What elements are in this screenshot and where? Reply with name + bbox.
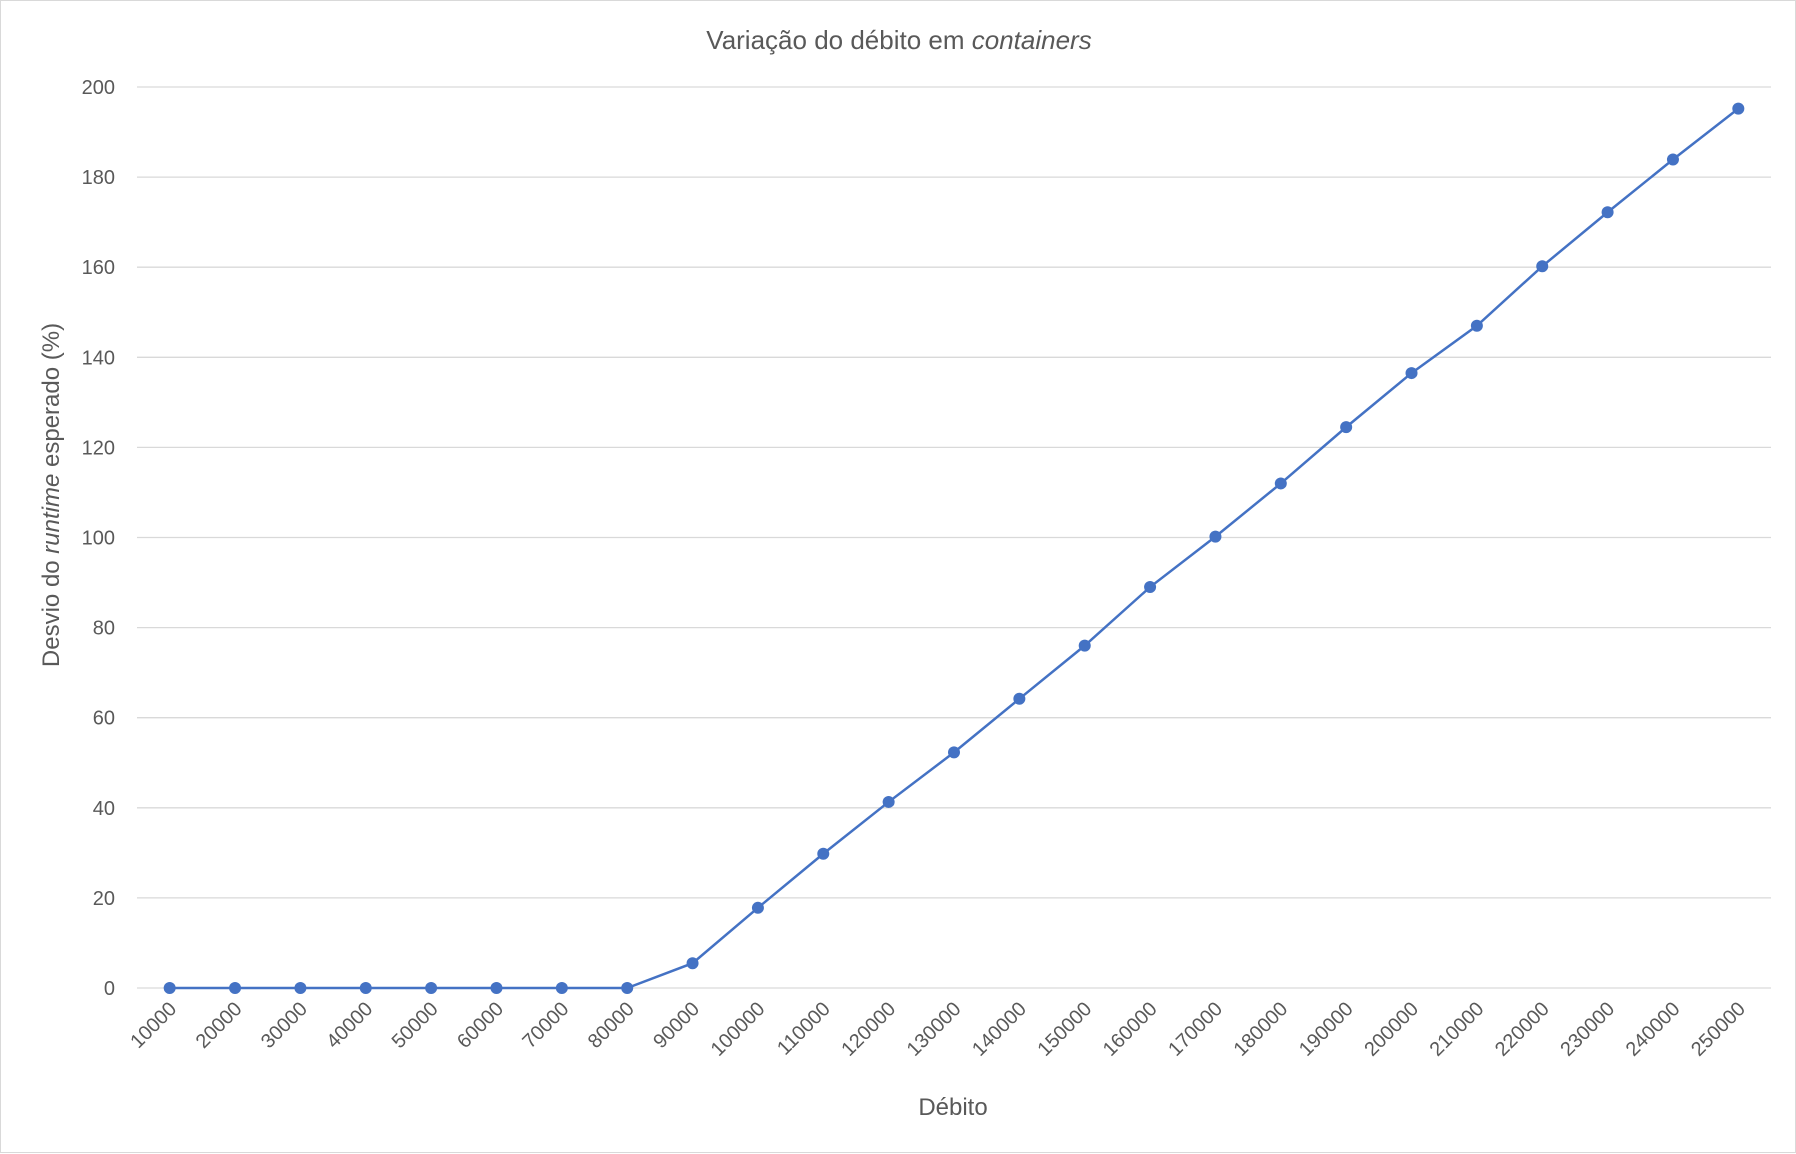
y-axis-title-italic: runtime <box>38 474 65 554</box>
x-tick-label: 250000 <box>1687 998 1750 1061</box>
y-tick-label: 40 <box>93 798 115 820</box>
x-tick-label: 160000 <box>1099 998 1162 1061</box>
x-tick-label: 80000 <box>584 998 639 1053</box>
y-tick-label: 0 <box>104 978 115 1000</box>
x-tick-label: 50000 <box>388 998 443 1053</box>
x-tick-label: 40000 <box>322 998 377 1053</box>
y-tick-label: 160 <box>82 257 115 279</box>
data-point <box>1405 367 1418 380</box>
x-tick-label: 150000 <box>1033 998 1096 1061</box>
data-point <box>1078 639 1091 652</box>
x-tick-label: 220000 <box>1491 998 1554 1061</box>
y-tick-label: 60 <box>93 708 115 730</box>
y-axis-title-part: esperado (%) <box>38 323 65 474</box>
data-point <box>817 847 830 860</box>
x-tick-label: 10000 <box>126 998 181 1053</box>
x-tick-label: 60000 <box>453 998 508 1053</box>
y-tick-label: 200 <box>82 77 115 99</box>
y-tick-label: 180 <box>82 167 115 189</box>
series-line <box>169 107 1740 990</box>
gridlines <box>137 86 1771 989</box>
x-tick-label: 190000 <box>1295 998 1358 1061</box>
y-tick-label: 80 <box>93 618 115 640</box>
data-point <box>1666 153 1679 166</box>
data-point <box>1274 477 1287 490</box>
y-axis-ticks: 0 20 40 60 80 100 120 140 160 180 200 <box>82 77 115 1000</box>
x-tick-label: 140000 <box>968 998 1031 1061</box>
x-tick-label: 130000 <box>903 998 966 1061</box>
data-point <box>1536 260 1549 273</box>
y-tick-label: 140 <box>82 347 115 369</box>
chart-title-text: Variação do débito em <box>706 25 971 55</box>
y-axis-title-part: Desvio do <box>38 554 65 667</box>
x-tick-label: 240000 <box>1622 998 1685 1061</box>
x-axis-title: Débito <box>918 1094 987 1121</box>
x-tick-label: 20000 <box>192 998 247 1053</box>
x-tick-label: 200000 <box>1360 998 1423 1061</box>
data-point <box>490 982 503 994</box>
data-point <box>229 982 242 994</box>
data-point <box>294 982 307 994</box>
chart-title-italic: containers <box>972 25 1092 55</box>
x-tick-label: 30000 <box>257 998 312 1053</box>
y-tick-label: 100 <box>82 528 115 550</box>
data-point <box>1144 581 1157 594</box>
data-point <box>1209 530 1222 543</box>
x-tick-label: 180000 <box>1230 998 1293 1061</box>
data-point <box>948 746 960 759</box>
y-tick-label: 120 <box>82 437 115 459</box>
data-point <box>1732 102 1745 115</box>
x-tick-label: 110000 <box>773 998 835 1060</box>
data-point <box>751 901 764 914</box>
data-point <box>1340 421 1353 434</box>
data-point <box>163 982 176 994</box>
data-point <box>555 982 568 994</box>
data-point <box>621 982 634 994</box>
series-group <box>163 102 1745 994</box>
x-tick-label: 90000 <box>649 998 704 1053</box>
x-tick-label: 70000 <box>518 998 573 1053</box>
data-point <box>1601 206 1614 219</box>
data-point <box>359 982 372 994</box>
data-point <box>686 957 699 970</box>
x-tick-label: 230000 <box>1556 998 1619 1061</box>
x-tick-label: 170000 <box>1164 998 1227 1061</box>
data-point <box>1013 692 1026 705</box>
data-point <box>1470 319 1483 332</box>
x-axis-ticks: 10000 20000 30000 40000 50000 60000 70000 80000… <box>126 998 1750 1061</box>
x-tick-label: 100000 <box>707 998 770 1061</box>
x-tick-label: 120000 <box>837 998 900 1061</box>
data-point <box>882 795 895 808</box>
x-tick-label: 210000 <box>1426 998 1489 1061</box>
y-tick-label: 20 <box>93 888 115 910</box>
chart-title: Variação do débito em containers <box>706 25 1091 55</box>
y-axis-title: Desvio do runtime esperado (%) <box>38 323 65 667</box>
data-point <box>425 982 438 994</box>
